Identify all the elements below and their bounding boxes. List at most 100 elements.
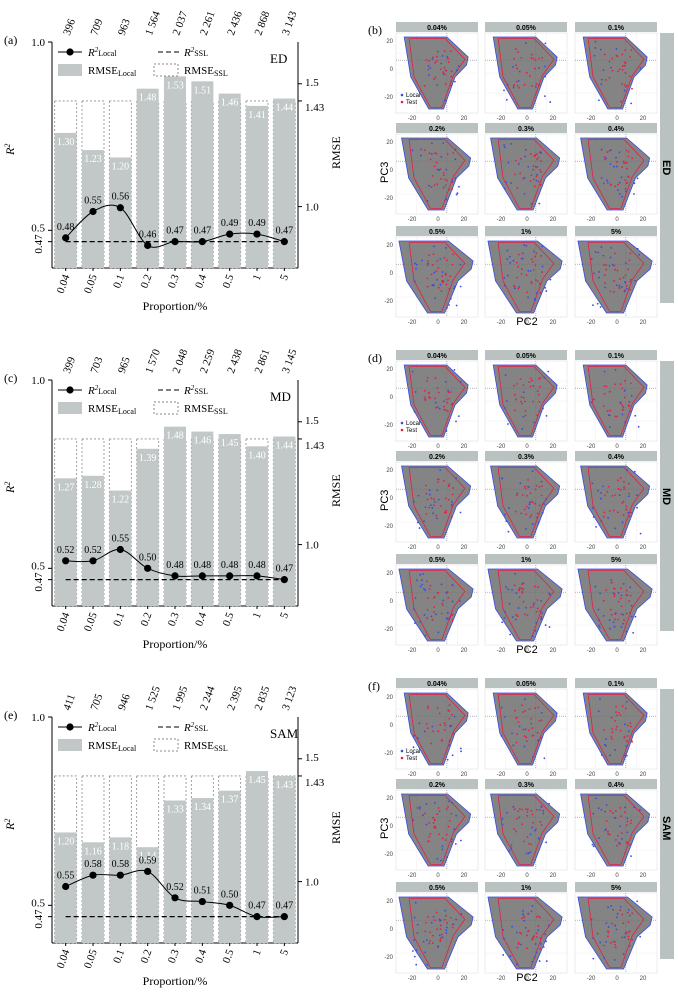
local-point: [503, 616, 506, 619]
test-point: [538, 610, 541, 612]
test-point: [614, 719, 617, 722]
local-point: [549, 278, 552, 281]
test-point: [434, 76, 437, 79]
test-point: [629, 722, 632, 725]
local-point: [460, 913, 463, 915]
local-point: [639, 809, 641, 811]
local-point: [505, 586, 508, 588]
pca-x-tick-label: -20: [408, 976, 417, 982]
local-point: [521, 252, 524, 255]
rmse-local-value: 1.53: [166, 80, 184, 91]
test-point: [531, 501, 534, 504]
local-point: [512, 259, 515, 262]
test-point: [450, 812, 453, 815]
local-point: [603, 370, 606, 373]
test-point: [534, 255, 537, 258]
local-point: [622, 582, 625, 585]
rmse-local-value: 1.14: [139, 851, 157, 862]
local-point: [446, 758, 449, 761]
local-point: [607, 906, 609, 909]
test-point: [623, 84, 626, 86]
top-count-label: 1 564: [143, 9, 163, 37]
local-point: [618, 151, 621, 154]
local-point: [602, 254, 605, 257]
test-point: [617, 600, 620, 603]
test-point: [628, 944, 631, 947]
test-point: [516, 276, 518, 279]
local-point: [442, 186, 445, 189]
legend-rmse-ssl-swatch: [153, 401, 179, 415]
test-point: [526, 808, 529, 811]
rmse-local-value: 1.44: [276, 103, 294, 114]
test-point: [608, 150, 611, 152]
r2-local-value: 0.47: [166, 226, 184, 237]
test-point: [447, 805, 449, 808]
local-point: [507, 530, 510, 533]
legend-test-marker: [400, 428, 404, 432]
pca-y-tick-label: 0: [390, 723, 394, 729]
test-point: [442, 174, 445, 177]
legend-test-label: Test: [406, 756, 417, 762]
test-point: [613, 291, 615, 293]
test-point: [614, 268, 616, 271]
pca-y-tick-label: 20: [386, 571, 393, 577]
test-point: [523, 735, 526, 737]
test-point: [538, 84, 541, 87]
local-point: [517, 79, 520, 82]
local-point: [610, 66, 612, 69]
r2-local-value: 0.52: [166, 882, 184, 893]
legend-rmse-local-swatch: [58, 402, 82, 414]
test-point: [529, 75, 531, 78]
test-point: [532, 734, 535, 737]
local-point: [600, 78, 603, 81]
test-point: [625, 740, 628, 743]
test-point: [426, 498, 429, 501]
pca-x-tick-label: 20: [550, 217, 557, 223]
local-point: [425, 939, 428, 941]
local-point: [633, 470, 636, 473]
test-point: [602, 515, 605, 518]
local-point: [512, 805, 515, 808]
local-point: [630, 615, 633, 618]
test-point: [427, 597, 429, 599]
local-point: [622, 613, 625, 616]
local-hull: [577, 240, 653, 314]
pca-y-tick-label: -20: [384, 95, 393, 101]
local-point: [611, 263, 614, 266]
left-tick-label: 0.47: [33, 572, 45, 592]
test-point: [532, 400, 534, 403]
test-point: [446, 259, 448, 262]
test-point: [450, 70, 453, 73]
test-point: [425, 722, 428, 725]
test-point: [441, 837, 444, 840]
r2-local-point: [198, 238, 206, 246]
x-tick-label: 0.04: [55, 947, 73, 970]
facet-5%: 5%-20 0 20: [574, 226, 658, 326]
pca-x-tick-label: 20: [640, 545, 647, 551]
facet-0.1%: 0.1%-20 0 20: [574, 678, 658, 778]
local-point: [509, 633, 511, 636]
test-point: [629, 611, 632, 614]
test-point: [447, 279, 449, 282]
test-point: [434, 61, 437, 64]
local-point: [509, 955, 512, 958]
pca-x-tick-label: -20: [587, 217, 596, 223]
test-point: [622, 500, 625, 503]
y-axis-label-right: RMSE: [329, 811, 343, 844]
local-point: [521, 913, 524, 915]
test-point: [520, 932, 523, 935]
facet-strip-label: 0.04%: [427, 353, 448, 360]
local-point: [422, 814, 424, 817]
test-point: [443, 722, 446, 725]
local-point: [539, 152, 542, 154]
local-point: [613, 959, 616, 961]
test-point: [538, 486, 541, 488]
test-point: [447, 498, 450, 501]
local-point: [531, 470, 534, 472]
local-point: [537, 521, 540, 524]
test-point: [524, 400, 526, 403]
rmse-local-value: 1.41: [248, 110, 266, 121]
local-point: [451, 838, 453, 841]
test-point: [427, 707, 430, 710]
